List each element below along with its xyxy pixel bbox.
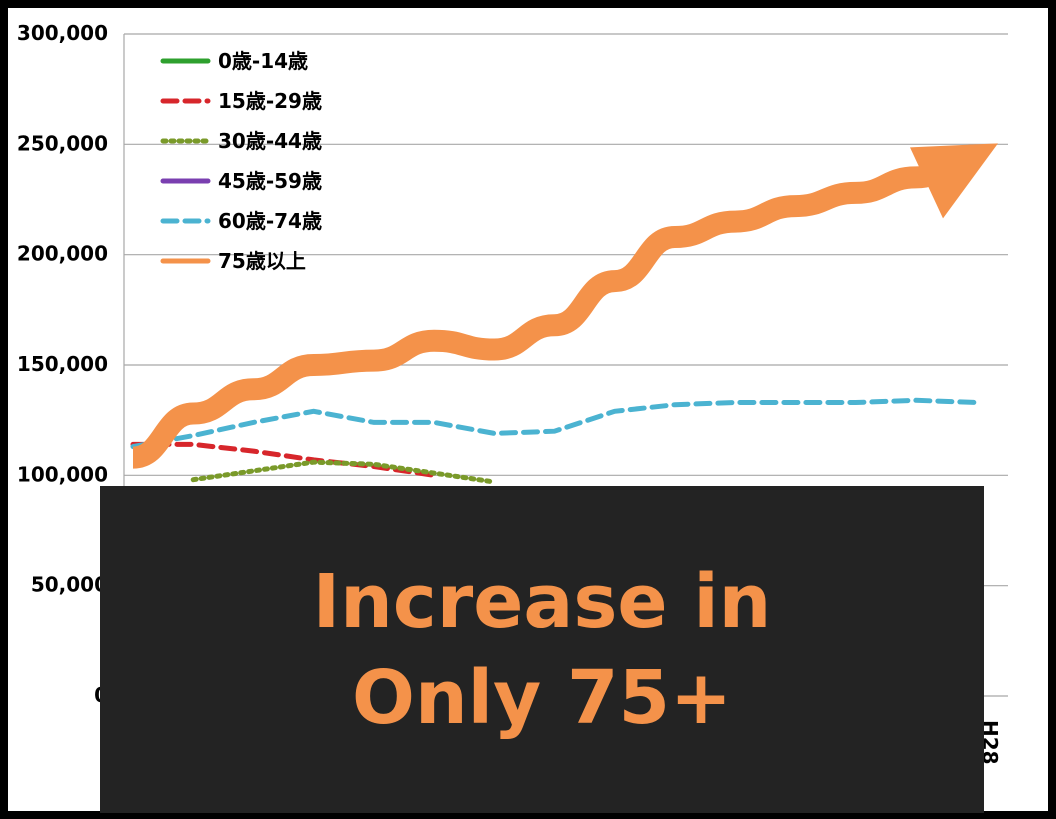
legend-label: 30歳-44歳 xyxy=(218,129,322,153)
y-tick-label: 200,000 xyxy=(17,242,108,266)
trend-arrow xyxy=(131,143,998,469)
chart-panel: 300,000 250,000 200,000 150,000 100,000 50,00… xyxy=(8,8,1048,813)
legend-item: 75歳以上 xyxy=(160,249,306,273)
y-tick-label: 300,000 xyxy=(17,21,108,45)
series-line xyxy=(130,397,979,450)
legend-item: 15歳-29歳 xyxy=(160,89,322,113)
callout-line-2: Only 75+ xyxy=(352,654,732,741)
y-tick-label: 100,000 xyxy=(17,462,108,486)
legend-label: 45歳-59歳 xyxy=(218,169,322,193)
legend-item: 30歳-44歳 xyxy=(160,129,322,153)
series-line-75-plus xyxy=(131,144,977,469)
y-tick-label: 250,000 xyxy=(17,131,108,155)
legend-label: 75歳以上 xyxy=(218,249,306,273)
legend-label: 0歳-14歳 xyxy=(218,49,308,73)
legend-item: 60歳-74歳 xyxy=(160,209,322,233)
y-tick-label: 50,000 xyxy=(31,573,108,597)
legend-label: 60歳-74歳 xyxy=(218,209,322,233)
callout-line-1: Increase in xyxy=(312,558,772,645)
callout-box: Increase in Only 75+ xyxy=(100,486,984,813)
legend-item: 0歳-14歳 xyxy=(160,49,308,73)
legend: 0歳-14歳 15歳-29歳 30歳-44歳 45歳-59歳 60歳-74歳 75歳以上 xyxy=(160,49,322,273)
y-axis: 300,000 250,000 200,000 150,000 100,000 50,00… xyxy=(17,21,125,707)
legend-label: 15歳-29歳 xyxy=(218,89,322,113)
y-tick-label: 150,000 xyxy=(17,352,108,376)
arrow-head xyxy=(910,143,998,219)
legend-item: 45歳-59歳 xyxy=(160,169,322,193)
